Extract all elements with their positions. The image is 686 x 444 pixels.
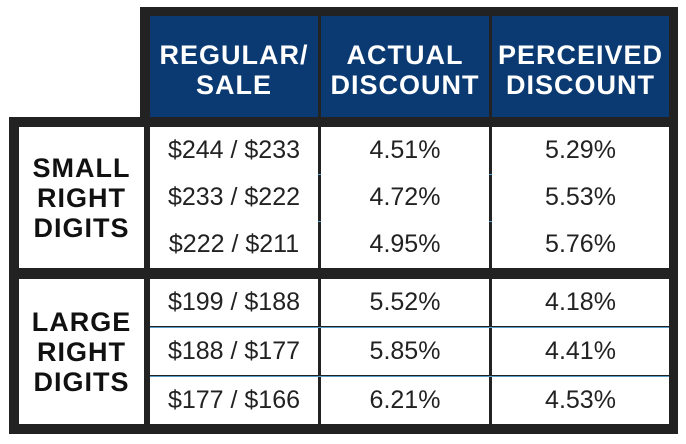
row-divider (150, 376, 669, 377)
actual-discount-cell: 6.21% (321, 377, 489, 424)
perceived-discount-cell: 5.76% (492, 221, 669, 268)
actual-discount-cell: 5.52% (321, 279, 489, 326)
actual-discount-cell: 4.72% (321, 174, 489, 221)
price-cell: $188 / $177 (150, 328, 318, 375)
perceived-discount-cell: 5.53% (492, 174, 669, 221)
price-cell: $244 / $233 (150, 127, 318, 174)
table-body: SMALL RIGHT DIGITS LARGE RIGHT DIGITS $2… (9, 117, 678, 434)
column-header-perceived-discount: PERCEIVED DISCOUNT (492, 16, 669, 124)
price-cell: $199 / $188 (150, 279, 318, 326)
perceived-discount-cell: 4.53% (492, 377, 669, 424)
price-cell: $233 / $222 (150, 174, 318, 221)
column-header-actual-discount: ACTUAL DISCOUNT (321, 16, 489, 124)
perceived-discount-cell: 5.29% (492, 127, 669, 174)
actual-discount-cell: 4.51% (321, 127, 489, 174)
group-label-large-right-digits: LARGE RIGHT DIGITS (19, 279, 144, 424)
column-header-regular-sale: REGULAR/ SALE (150, 16, 318, 124)
actual-discount-cell: 5.85% (321, 328, 489, 375)
price-cell: $177 / $166 (150, 377, 318, 424)
row-divider (150, 327, 669, 328)
price-cell: $222 / $211 (150, 221, 318, 268)
actual-discount-cell: 4.95% (321, 221, 489, 268)
perceived-discount-cell: 4.41% (492, 328, 669, 375)
perceived-discount-cell: 4.18% (492, 279, 669, 326)
group-label-small-right-digits: SMALL RIGHT DIGITS (19, 127, 144, 268)
table-header: REGULAR/ SALE ACTUAL DISCOUNT PERCEIVED … (140, 7, 678, 126)
